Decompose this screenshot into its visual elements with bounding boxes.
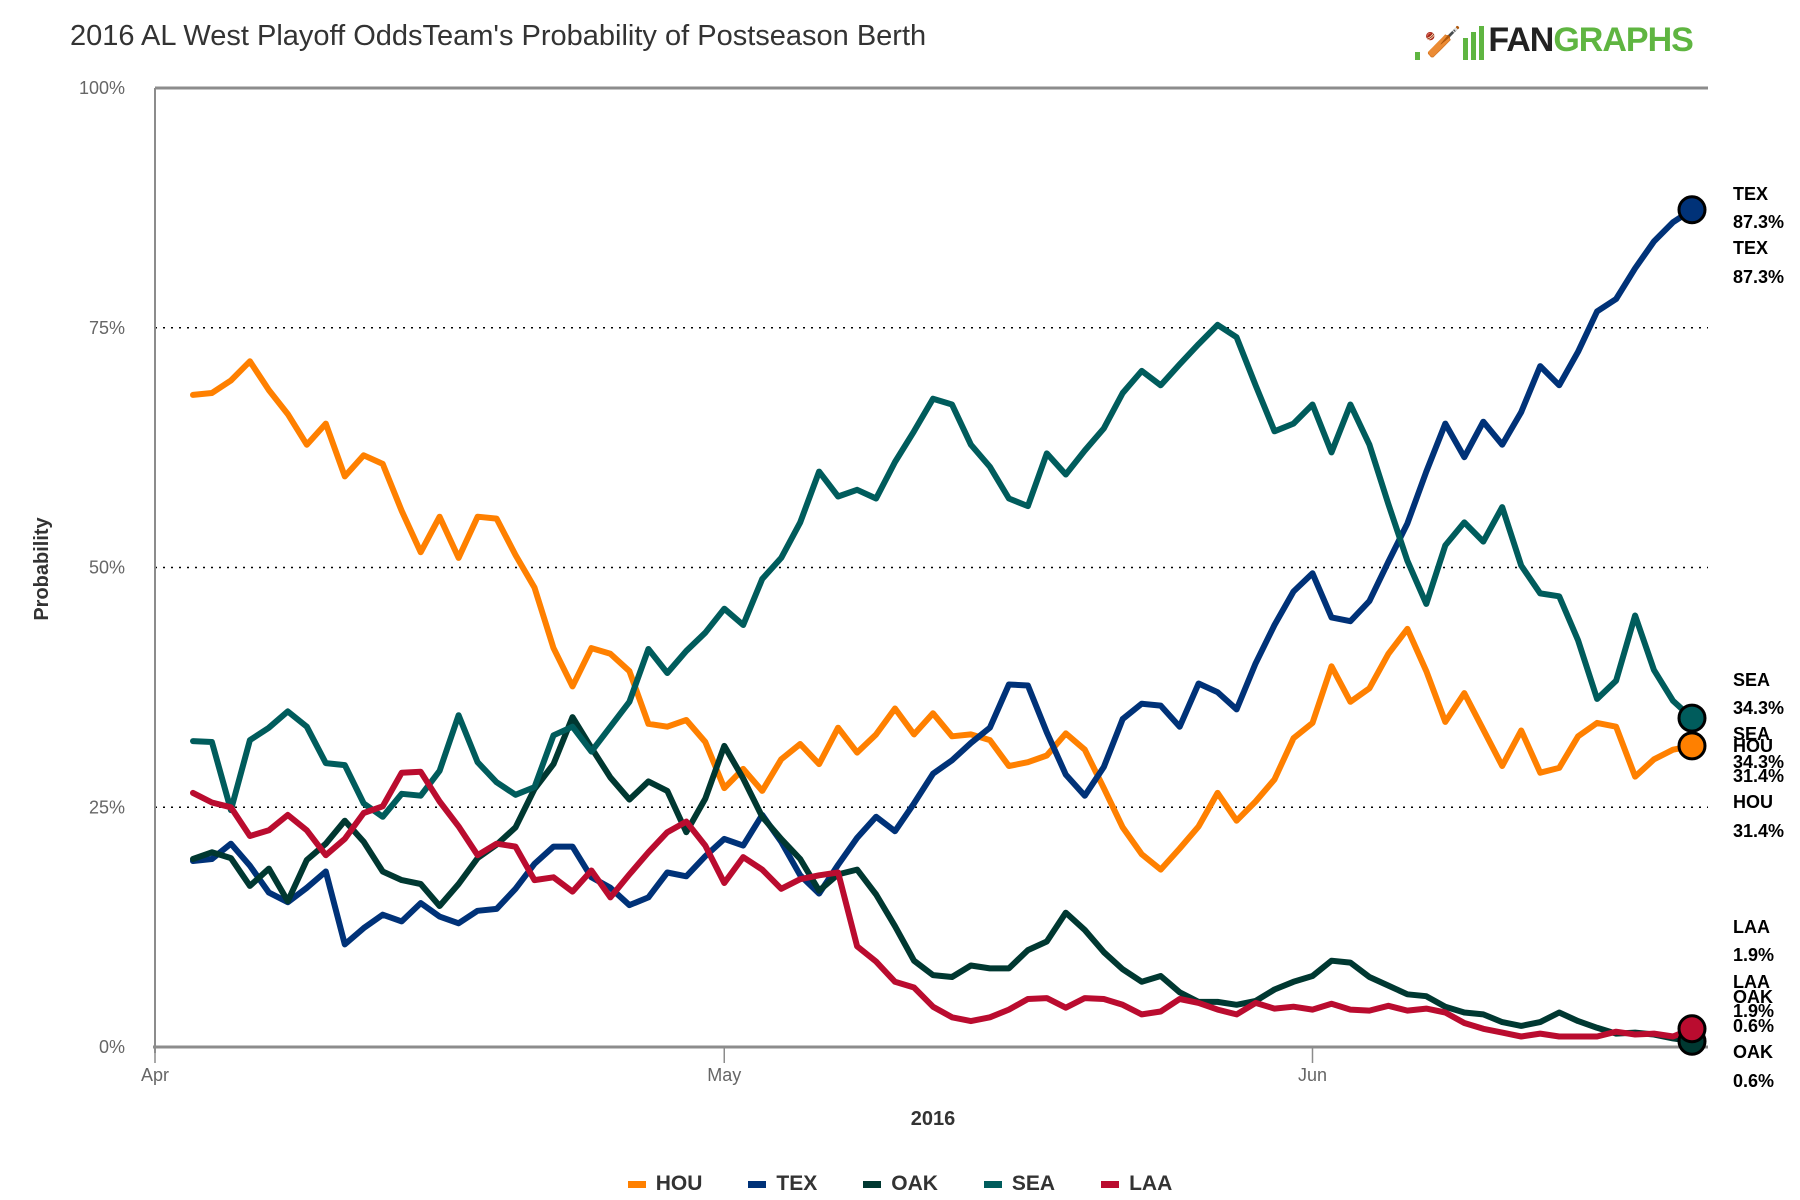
end-marker-sea bbox=[1677, 703, 1707, 733]
series-line-hou bbox=[190, 358, 1695, 873]
legend-swatch-icon bbox=[1101, 1180, 1120, 1188]
legend-item-laa[interactable]: LAA bbox=[1101, 1172, 1172, 1196]
grid-layer bbox=[155, 327, 1708, 808]
end-label-team: TEX bbox=[1733, 184, 1768, 204]
end-label-value: 87.3% bbox=[1733, 267, 1784, 287]
end-label-value: 0.6% bbox=[1733, 1016, 1774, 1036]
logo-text-fan: FAN bbox=[1488, 21, 1554, 59]
end-label-team: LAA bbox=[1733, 917, 1770, 937]
logo-bars-icon bbox=[1415, 26, 1420, 60]
end-label-team: LAA bbox=[1733, 972, 1770, 992]
legend-label: TEX bbox=[776, 1172, 818, 1195]
x-tick-label: May bbox=[707, 1065, 741, 1085]
end-label-value: 31.4% bbox=[1733, 821, 1784, 841]
legend-label: OAK bbox=[891, 1172, 938, 1195]
logo-text-graphs: GRAPHS bbox=[1553, 21, 1693, 59]
end-label-team: TEX bbox=[1733, 238, 1768, 258]
y-tick-label: 25% bbox=[89, 797, 125, 817]
end-label-team: OAK bbox=[1733, 987, 1773, 1007]
legend-item-tex[interactable]: TEX bbox=[748, 1172, 817, 1196]
legend: HOU TEX OAK SEA LAA bbox=[0, 1172, 1800, 1196]
legend-item-sea[interactable]: SEA bbox=[983, 1172, 1056, 1196]
series-line-laa bbox=[190, 768, 1695, 1040]
end-marker-hou bbox=[1677, 731, 1707, 761]
y-tick-label: 0% bbox=[99, 1037, 125, 1057]
legend-swatch-icon bbox=[627, 1180, 646, 1188]
end-label-value: 1.9% bbox=[1733, 1001, 1774, 1021]
legend-label: LAA bbox=[1129, 1172, 1173, 1195]
y-tick-label: 50% bbox=[89, 558, 125, 578]
x-axis-title: 2016 bbox=[911, 1108, 956, 1130]
logo-bars-icon bbox=[1463, 26, 1485, 60]
end-label-team: SEA bbox=[1733, 670, 1770, 690]
end-labels-layer: HOU 31.4% HOU 31.4% TEX 87.3% TEX 87.3% OAK 0.6% O… bbox=[1733, 184, 1784, 1091]
end-label-team: OAK bbox=[1733, 1042, 1773, 1062]
end-label-team: SEA bbox=[1733, 724, 1770, 744]
y-tick-label: 100% bbox=[79, 78, 125, 98]
end-label-value: 34.3% bbox=[1733, 752, 1784, 772]
axes-layer: 0% 25% 50% 75% 100% Apr May Jun bbox=[79, 78, 1708, 1085]
legend-label: SEA bbox=[1011, 1172, 1056, 1195]
end-marker-tex bbox=[1677, 195, 1707, 225]
series-line-oak bbox=[190, 714, 1695, 1045]
end-label-value: 34.3% bbox=[1733, 698, 1784, 718]
end-label-value: 87.3% bbox=[1733, 212, 1784, 232]
x-tick-label: Apr bbox=[141, 1065, 169, 1085]
end-marker-laa bbox=[1677, 1014, 1707, 1044]
legend-swatch-icon bbox=[983, 1180, 1002, 1188]
series-line-tex bbox=[190, 206, 1695, 948]
y-axis-title: Probability bbox=[31, 516, 53, 620]
end-label-value: 1.9% bbox=[1733, 945, 1774, 965]
end-label-value: 31.4% bbox=[1733, 766, 1784, 786]
legend-item-hou[interactable]: HOU bbox=[627, 1172, 703, 1196]
series-line-sea bbox=[190, 321, 1695, 820]
end-markers-layer bbox=[1677, 195, 1707, 1056]
end-label-value: 0.6% bbox=[1733, 1071, 1774, 1091]
fangraphs-logo[interactable]: 🏏 FAN GRAPHS bbox=[1415, 20, 1694, 60]
legend-label: HOU bbox=[655, 1172, 703, 1195]
end-label-team: HOU bbox=[1733, 736, 1773, 756]
series-layer bbox=[190, 206, 1695, 1045]
legend-swatch-icon bbox=[863, 1180, 882, 1188]
y-tick-label: 75% bbox=[89, 318, 125, 338]
chart-title: 2016 AL West Playoff OddsTeam's Probabil… bbox=[70, 20, 927, 52]
end-label-team: HOU bbox=[1733, 792, 1773, 812]
legend-item-oak[interactable]: OAK bbox=[863, 1172, 938, 1196]
batter-silhouette-icon: 🏏 bbox=[1424, 26, 1462, 59]
legend-swatch-icon bbox=[748, 1180, 767, 1188]
x-tick-label: Jun bbox=[1298, 1065, 1327, 1085]
